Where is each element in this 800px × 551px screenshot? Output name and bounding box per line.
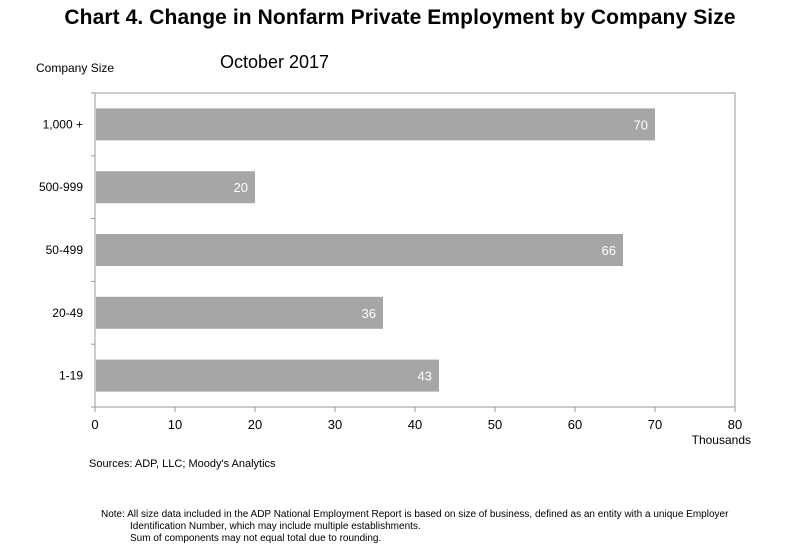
- bar-500-999: [96, 171, 255, 204]
- footnote-line-1: Note: All size data included in the ADP …: [101, 509, 729, 520]
- chart-title: Chart 4. Change in Nonfarm Private Emplo…: [64, 6, 736, 29]
- data-label: 36: [362, 306, 376, 321]
- bar-20-49: [96, 296, 383, 329]
- chart-subtitle: October 2017: [220, 52, 330, 72]
- x-tick-label: 10: [168, 417, 182, 432]
- x-tick-label: 20: [248, 417, 262, 432]
- x-tick-label: 50: [488, 417, 502, 432]
- footnote: Note: All size data included in the ADP …: [101, 509, 791, 545]
- category-label: 20-49: [52, 306, 83, 320]
- category-label: 1,000 +: [43, 117, 83, 131]
- x-tick-label: 60: [568, 417, 582, 432]
- y-axis-label: Company Size: [36, 61, 115, 75]
- x-tick-label: 0: [91, 417, 98, 432]
- category-label: 50-499: [46, 243, 84, 257]
- bar-1,000 +: [96, 108, 655, 141]
- category-label: 500-999: [39, 180, 83, 194]
- category-label: 1-19: [59, 369, 83, 383]
- bar-50-499: [96, 234, 623, 266]
- data-label: 43: [418, 369, 432, 384]
- source-note: Sources: ADP, LLC; Moody's Analytics: [89, 458, 276, 470]
- x-tick-label: 80: [728, 417, 742, 432]
- x-tick-label: 40: [408, 417, 422, 432]
- x-tick-label: 30: [328, 417, 342, 432]
- data-label: 20: [234, 180, 248, 195]
- footnote-line-3: Sum of components may not equal total du…: [130, 533, 382, 544]
- data-label: 66: [602, 243, 616, 258]
- data-label: 70: [634, 117, 648, 132]
- bar-1-19: [96, 359, 439, 392]
- x-axis-label: Thousands: [692, 433, 751, 447]
- footnote-line-2: Identification Number, which may include…: [130, 521, 421, 532]
- x-tick-label: 70: [648, 417, 662, 432]
